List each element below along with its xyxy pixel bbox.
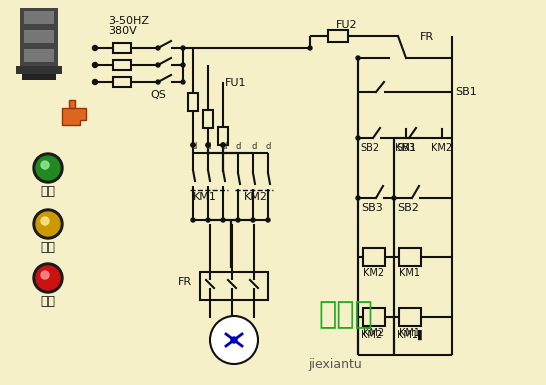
Text: FR: FR	[420, 32, 434, 42]
Text: d: d	[206, 142, 211, 151]
Circle shape	[191, 218, 195, 222]
Circle shape	[156, 46, 160, 50]
Circle shape	[92, 62, 98, 67]
Text: KM2: KM2	[431, 143, 452, 153]
Circle shape	[221, 143, 225, 147]
Text: jiexiantu: jiexiantu	[308, 358, 362, 371]
Circle shape	[266, 218, 270, 222]
Text: FU1: FU1	[225, 78, 246, 88]
Bar	[188, 93, 198, 111]
Text: 反转: 反转	[40, 241, 56, 254]
Text: d: d	[266, 142, 271, 151]
Circle shape	[181, 63, 185, 67]
Circle shape	[191, 143, 195, 147]
Circle shape	[356, 136, 360, 140]
Bar	[363, 248, 385, 266]
Text: d: d	[251, 142, 257, 151]
Bar	[24, 30, 54, 43]
Circle shape	[41, 161, 49, 169]
Polygon shape	[62, 108, 86, 125]
Circle shape	[41, 217, 49, 225]
Text: d: d	[191, 142, 197, 151]
Circle shape	[36, 212, 60, 236]
Circle shape	[221, 143, 225, 147]
Circle shape	[181, 80, 185, 84]
Text: KM2: KM2	[361, 330, 382, 340]
Text: QS: QS	[150, 90, 166, 100]
Bar	[203, 110, 213, 128]
Circle shape	[356, 196, 360, 200]
Bar	[200, 272, 268, 300]
Text: KM2: KM2	[363, 268, 384, 278]
Bar	[22, 74, 56, 80]
Text: KM1: KM1	[399, 328, 420, 338]
Text: 正转: 正转	[40, 185, 56, 198]
Circle shape	[33, 153, 63, 183]
Circle shape	[156, 63, 160, 67]
Bar	[24, 11, 54, 24]
Circle shape	[206, 143, 210, 147]
Text: 停止: 停止	[40, 295, 56, 308]
Text: FU2: FU2	[336, 20, 358, 30]
Text: FR: FR	[178, 277, 192, 287]
Bar	[218, 127, 228, 145]
Circle shape	[392, 196, 396, 200]
Text: KM1: KM1	[395, 143, 416, 153]
Circle shape	[210, 316, 258, 364]
Bar	[399, 248, 421, 266]
Text: SB3: SB3	[361, 203, 383, 213]
Circle shape	[206, 218, 210, 222]
Text: d: d	[221, 142, 227, 151]
Circle shape	[221, 218, 225, 222]
Text: KM1▌: KM1▌	[397, 330, 425, 340]
Circle shape	[206, 143, 210, 147]
Text: SB3: SB3	[396, 143, 415, 153]
Text: 380V: 380V	[108, 26, 136, 36]
Circle shape	[33, 263, 63, 293]
Circle shape	[181, 46, 185, 50]
Text: d: d	[236, 142, 241, 151]
Bar	[363, 308, 385, 326]
Text: 3-50HZ: 3-50HZ	[108, 16, 149, 26]
Text: KM2: KM2	[363, 328, 384, 338]
Circle shape	[356, 56, 360, 60]
Circle shape	[191, 143, 195, 147]
Bar	[113, 43, 131, 53]
Bar	[16, 66, 62, 74]
Circle shape	[41, 271, 49, 279]
Text: KM1: KM1	[193, 192, 217, 202]
Text: SB2: SB2	[360, 143, 379, 153]
Text: 接线图: 接线图	[318, 300, 373, 329]
Circle shape	[231, 337, 237, 343]
Polygon shape	[69, 100, 75, 108]
Bar	[328, 30, 348, 42]
Bar	[113, 77, 131, 87]
Circle shape	[92, 79, 98, 84]
Circle shape	[236, 218, 240, 222]
Circle shape	[36, 266, 60, 290]
Circle shape	[92, 45, 98, 50]
Text: KM1: KM1	[399, 268, 420, 278]
Circle shape	[36, 156, 60, 180]
Bar	[113, 60, 131, 70]
Bar	[20, 8, 58, 68]
Circle shape	[308, 46, 312, 50]
Bar	[24, 49, 54, 62]
Text: SB1: SB1	[455, 87, 477, 97]
Circle shape	[33, 209, 63, 239]
Text: SB2: SB2	[397, 203, 419, 213]
Text: KM2: KM2	[244, 192, 268, 202]
Bar	[399, 308, 421, 326]
Circle shape	[156, 80, 160, 84]
Circle shape	[251, 218, 255, 222]
